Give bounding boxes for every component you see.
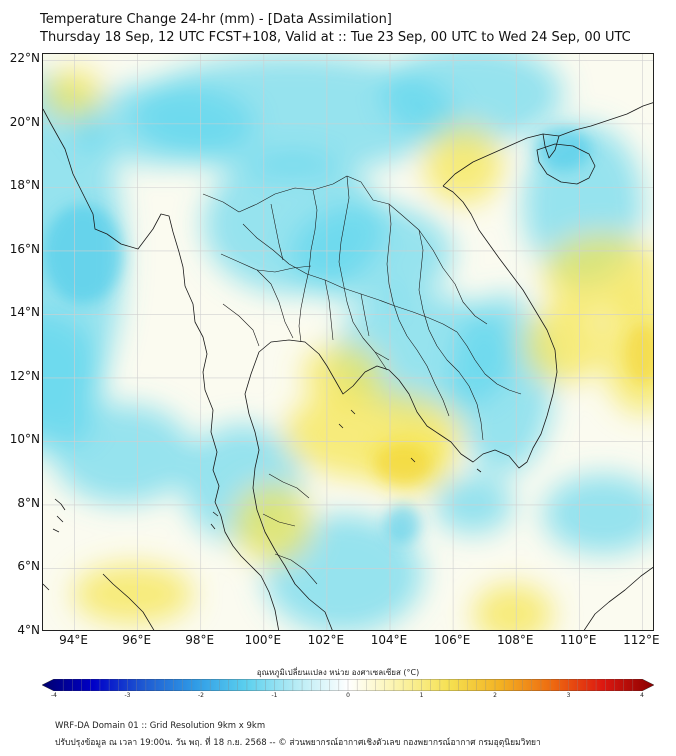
map-title: Temperature Change 24-hr (mm) - [Data As… xyxy=(40,12,392,27)
cooling-core xyxy=(385,504,421,544)
graticule xyxy=(43,54,653,630)
colorbar-tick-1: 1 xyxy=(419,692,424,699)
lon-label-106: 106°E xyxy=(433,633,471,647)
cooling-area xyxy=(53,404,193,504)
warming-area xyxy=(523,304,603,384)
cooling-area xyxy=(133,54,453,174)
warming-area xyxy=(423,124,503,204)
colorbar-tick-3: 3 xyxy=(566,692,571,699)
colorbar-tick-m4: -4 xyxy=(51,692,57,699)
west-coast-islands xyxy=(52,498,219,533)
colorbar-tick-2: 2 xyxy=(493,692,497,699)
colorbar-title: อุณหภูมิเปลี่ยนแปลง หน่วย องศาเซลเซียส (… xyxy=(256,668,420,677)
hainan-island xyxy=(536,143,596,185)
lat-label-6: 6°N xyxy=(17,559,40,574)
cooling-area xyxy=(543,474,653,554)
cooling-area xyxy=(293,204,453,304)
lat-label-16: 16°N xyxy=(9,241,40,256)
leizhou-peninsula xyxy=(542,133,560,159)
lat-label-18: 18°N xyxy=(9,178,40,193)
borneo-coast xyxy=(583,566,653,630)
lon-label-102: 102°E xyxy=(307,633,345,647)
lat-label-8: 8°N xyxy=(17,495,40,510)
lon-label-110: 110°E xyxy=(560,633,597,647)
colorbar xyxy=(42,679,654,691)
colorbar-tick-0: 0 xyxy=(346,692,350,699)
admin-borders xyxy=(202,175,522,585)
footer-credit: ปรับปรุงข้อมูล ณ เวลา 19:00น. วัน พฤ. ที… xyxy=(55,738,541,748)
warming-area xyxy=(543,234,653,314)
map-subtitle: Thursday 18 Sep, 12 UTC FCST+108, Valid … xyxy=(40,30,631,45)
warming-core xyxy=(625,324,653,384)
colorbar-tick-m1: -1 xyxy=(271,692,278,699)
south-china-coast xyxy=(442,102,653,187)
cooling-core xyxy=(43,204,123,304)
lat-label-22: 22°N xyxy=(9,51,40,66)
sumatra-coast xyxy=(43,573,155,630)
warming-area xyxy=(303,344,383,404)
lon-label-100: 100°E xyxy=(244,633,282,647)
warming-area xyxy=(473,584,553,630)
lat-label-20: 20°N xyxy=(9,114,40,129)
footer-domain-info: WRF-DA Domain 01 :: Grid Resolution 9km … xyxy=(55,721,266,731)
gulf-of-thailand-coast xyxy=(244,185,558,630)
temperature-change-map xyxy=(43,54,653,630)
lat-label-12: 12°N xyxy=(9,368,40,383)
lon-label-112: 112°E xyxy=(623,633,660,647)
colorbar-tick-m2: -2 xyxy=(198,692,204,699)
lat-label-10: 10°N xyxy=(9,432,40,447)
colorbar-tick-m3: -3 xyxy=(124,692,131,699)
temperature-field-cores xyxy=(43,127,653,544)
lon-label-104: 104°E xyxy=(370,633,408,647)
temperature-field xyxy=(43,54,653,630)
lat-label-14: 14°N xyxy=(9,305,40,320)
cooling-core xyxy=(535,127,591,171)
myanmar-coastline xyxy=(43,108,220,503)
coastlines-and-borders xyxy=(43,102,653,630)
gulf-islands xyxy=(338,409,482,473)
colorbar-tick-4: 4 xyxy=(640,692,644,699)
warming-area xyxy=(233,484,313,564)
peninsula-west-coast xyxy=(214,501,280,630)
lon-label-98: 98°E xyxy=(185,633,215,647)
lat-label-4: 4°N xyxy=(17,623,40,637)
map-frame xyxy=(42,53,654,631)
lon-label-96: 96°E xyxy=(122,633,152,647)
warming-core xyxy=(375,444,431,484)
cooling-area xyxy=(433,474,513,534)
lon-label-108: 108°E xyxy=(496,633,534,647)
cooling-area xyxy=(383,54,563,144)
warming-area xyxy=(43,69,103,119)
warming-area xyxy=(73,564,193,624)
lon-label-94: 94°E xyxy=(59,633,88,647)
